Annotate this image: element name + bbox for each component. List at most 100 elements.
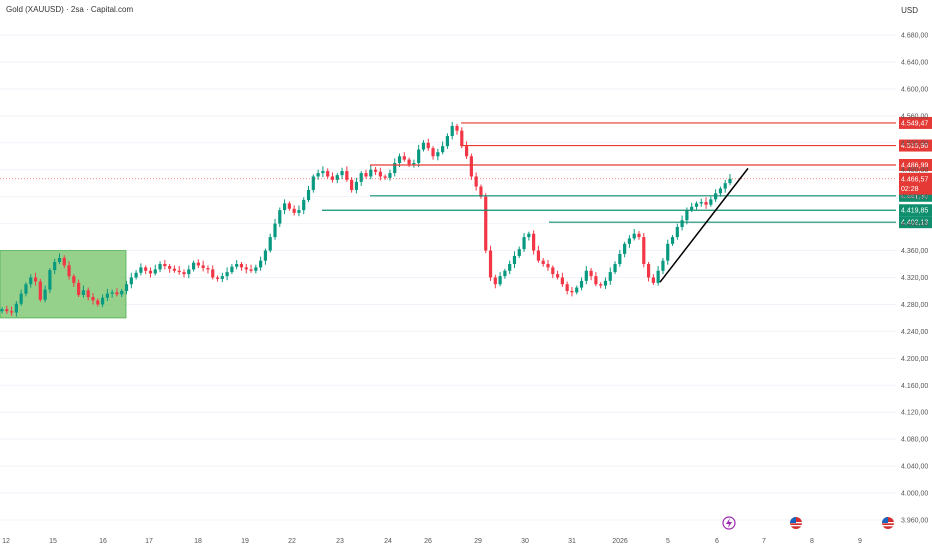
candle-body <box>474 176 478 187</box>
candle-body <box>230 266 234 273</box>
candle-body <box>153 269 157 274</box>
trendline[interactable] <box>659 167 749 283</box>
level-price-label: 4.515,90 <box>901 143 928 150</box>
y-tick-label: 4.200,00 <box>901 356 928 363</box>
candle-body <box>728 178 732 184</box>
level-price-tag <box>899 204 932 217</box>
candle-body <box>201 265 205 269</box>
candle-body <box>532 233 536 251</box>
candle-body <box>335 175 339 180</box>
candle-body <box>182 272 186 275</box>
candle-body <box>709 199 713 205</box>
level-price-label: 4.549,47 <box>901 120 928 127</box>
us-flag-icon[interactable] <box>882 517 894 529</box>
candle-body <box>378 171 382 177</box>
y-tick-label: 4.560,00 <box>901 113 928 120</box>
candle-body <box>115 292 119 295</box>
candle-body <box>512 255 517 265</box>
candle-body <box>690 206 694 211</box>
candle-body <box>723 183 727 189</box>
candle-body <box>134 272 138 278</box>
y-tick-label: 4.040,00 <box>901 464 928 471</box>
lightning-event-icon[interactable] <box>722 516 736 530</box>
candle-body <box>124 284 129 291</box>
x-tick-label: 5 <box>666 538 670 545</box>
candle-body <box>187 269 191 275</box>
x-tick-label: 17 <box>145 538 153 545</box>
candle-body <box>5 309 9 312</box>
y-tick-label: 4.480,00 <box>901 167 928 174</box>
candle-body <box>302 200 306 211</box>
candle-body <box>484 196 488 251</box>
candle-body <box>555 274 560 278</box>
x-tick-label: 15 <box>49 538 57 545</box>
x-tick-label: 26 <box>424 538 432 545</box>
candle-body <box>575 287 579 293</box>
candle-body <box>53 262 57 271</box>
x-tick-label: 23 <box>336 538 344 545</box>
candle-body <box>373 169 378 172</box>
candles <box>0 121 732 317</box>
candle-body <box>704 202 708 205</box>
candle-body <box>345 171 349 180</box>
level-price-label: 4.402,13 <box>901 220 928 227</box>
candle-body <box>570 290 574 293</box>
candle-body <box>651 277 655 283</box>
candle-body <box>249 269 253 271</box>
candle-body <box>402 156 406 160</box>
candle-body <box>488 250 493 278</box>
y-tick-label: 4.280,00 <box>901 302 928 309</box>
candle-body <box>273 223 277 238</box>
candle-body <box>244 267 248 270</box>
candle-body <box>148 270 153 274</box>
y-tick-label: 4.600,00 <box>901 86 928 93</box>
x-tick-label: 6 <box>715 538 719 545</box>
candle-body <box>206 268 210 270</box>
x-tick-label: 2026 <box>612 538 628 545</box>
candle-body <box>517 249 521 256</box>
y-tick-label: 4.080,00 <box>901 437 928 444</box>
candle-body <box>24 284 28 294</box>
x-tick-label: 19 <box>241 538 249 545</box>
candle-body <box>656 270 660 283</box>
candle-body <box>105 293 109 298</box>
level-price-label: 4.486,99 <box>901 163 928 170</box>
candle-body <box>646 264 651 278</box>
candle-body <box>603 280 608 286</box>
candle-body <box>589 270 593 277</box>
candle-body <box>584 270 588 281</box>
candle-body <box>594 276 598 285</box>
current-price-label: 4.466,57 <box>901 176 928 183</box>
y-tick-label: 4.520,00 <box>901 140 928 147</box>
candle-body <box>340 171 344 176</box>
y-tick-label: 4.160,00 <box>901 383 928 390</box>
candle-body <box>9 311 14 313</box>
candle-body <box>407 159 411 165</box>
us-flag-icon[interactable] <box>790 517 802 529</box>
candle-body <box>579 280 584 288</box>
candle-body <box>62 257 66 266</box>
candle-body <box>292 208 296 213</box>
candle-body <box>177 270 181 273</box>
candle-body <box>613 264 617 273</box>
candle-body <box>326 171 330 177</box>
candle-body <box>330 176 335 180</box>
level-price-tag <box>899 116 932 129</box>
candle-body <box>498 276 502 285</box>
y-tick-label: 4.000,00 <box>901 491 928 498</box>
candle-body <box>560 277 564 285</box>
candle-body <box>191 262 196 270</box>
y-tick-label: 4.640,00 <box>901 59 928 66</box>
candle-body <box>441 146 445 153</box>
candle-body <box>268 237 272 251</box>
candle-body <box>163 264 167 267</box>
currency-label: USD <box>901 6 918 15</box>
x-tick-label: 9 <box>858 538 862 545</box>
candle-body <box>546 264 550 268</box>
candle-body <box>536 250 541 261</box>
chart-title: Gold (XAUUSD) · 2sa · Capital.com <box>6 5 134 14</box>
candle-body <box>144 267 148 271</box>
candle-body <box>493 277 497 285</box>
candle-body <box>445 136 450 147</box>
